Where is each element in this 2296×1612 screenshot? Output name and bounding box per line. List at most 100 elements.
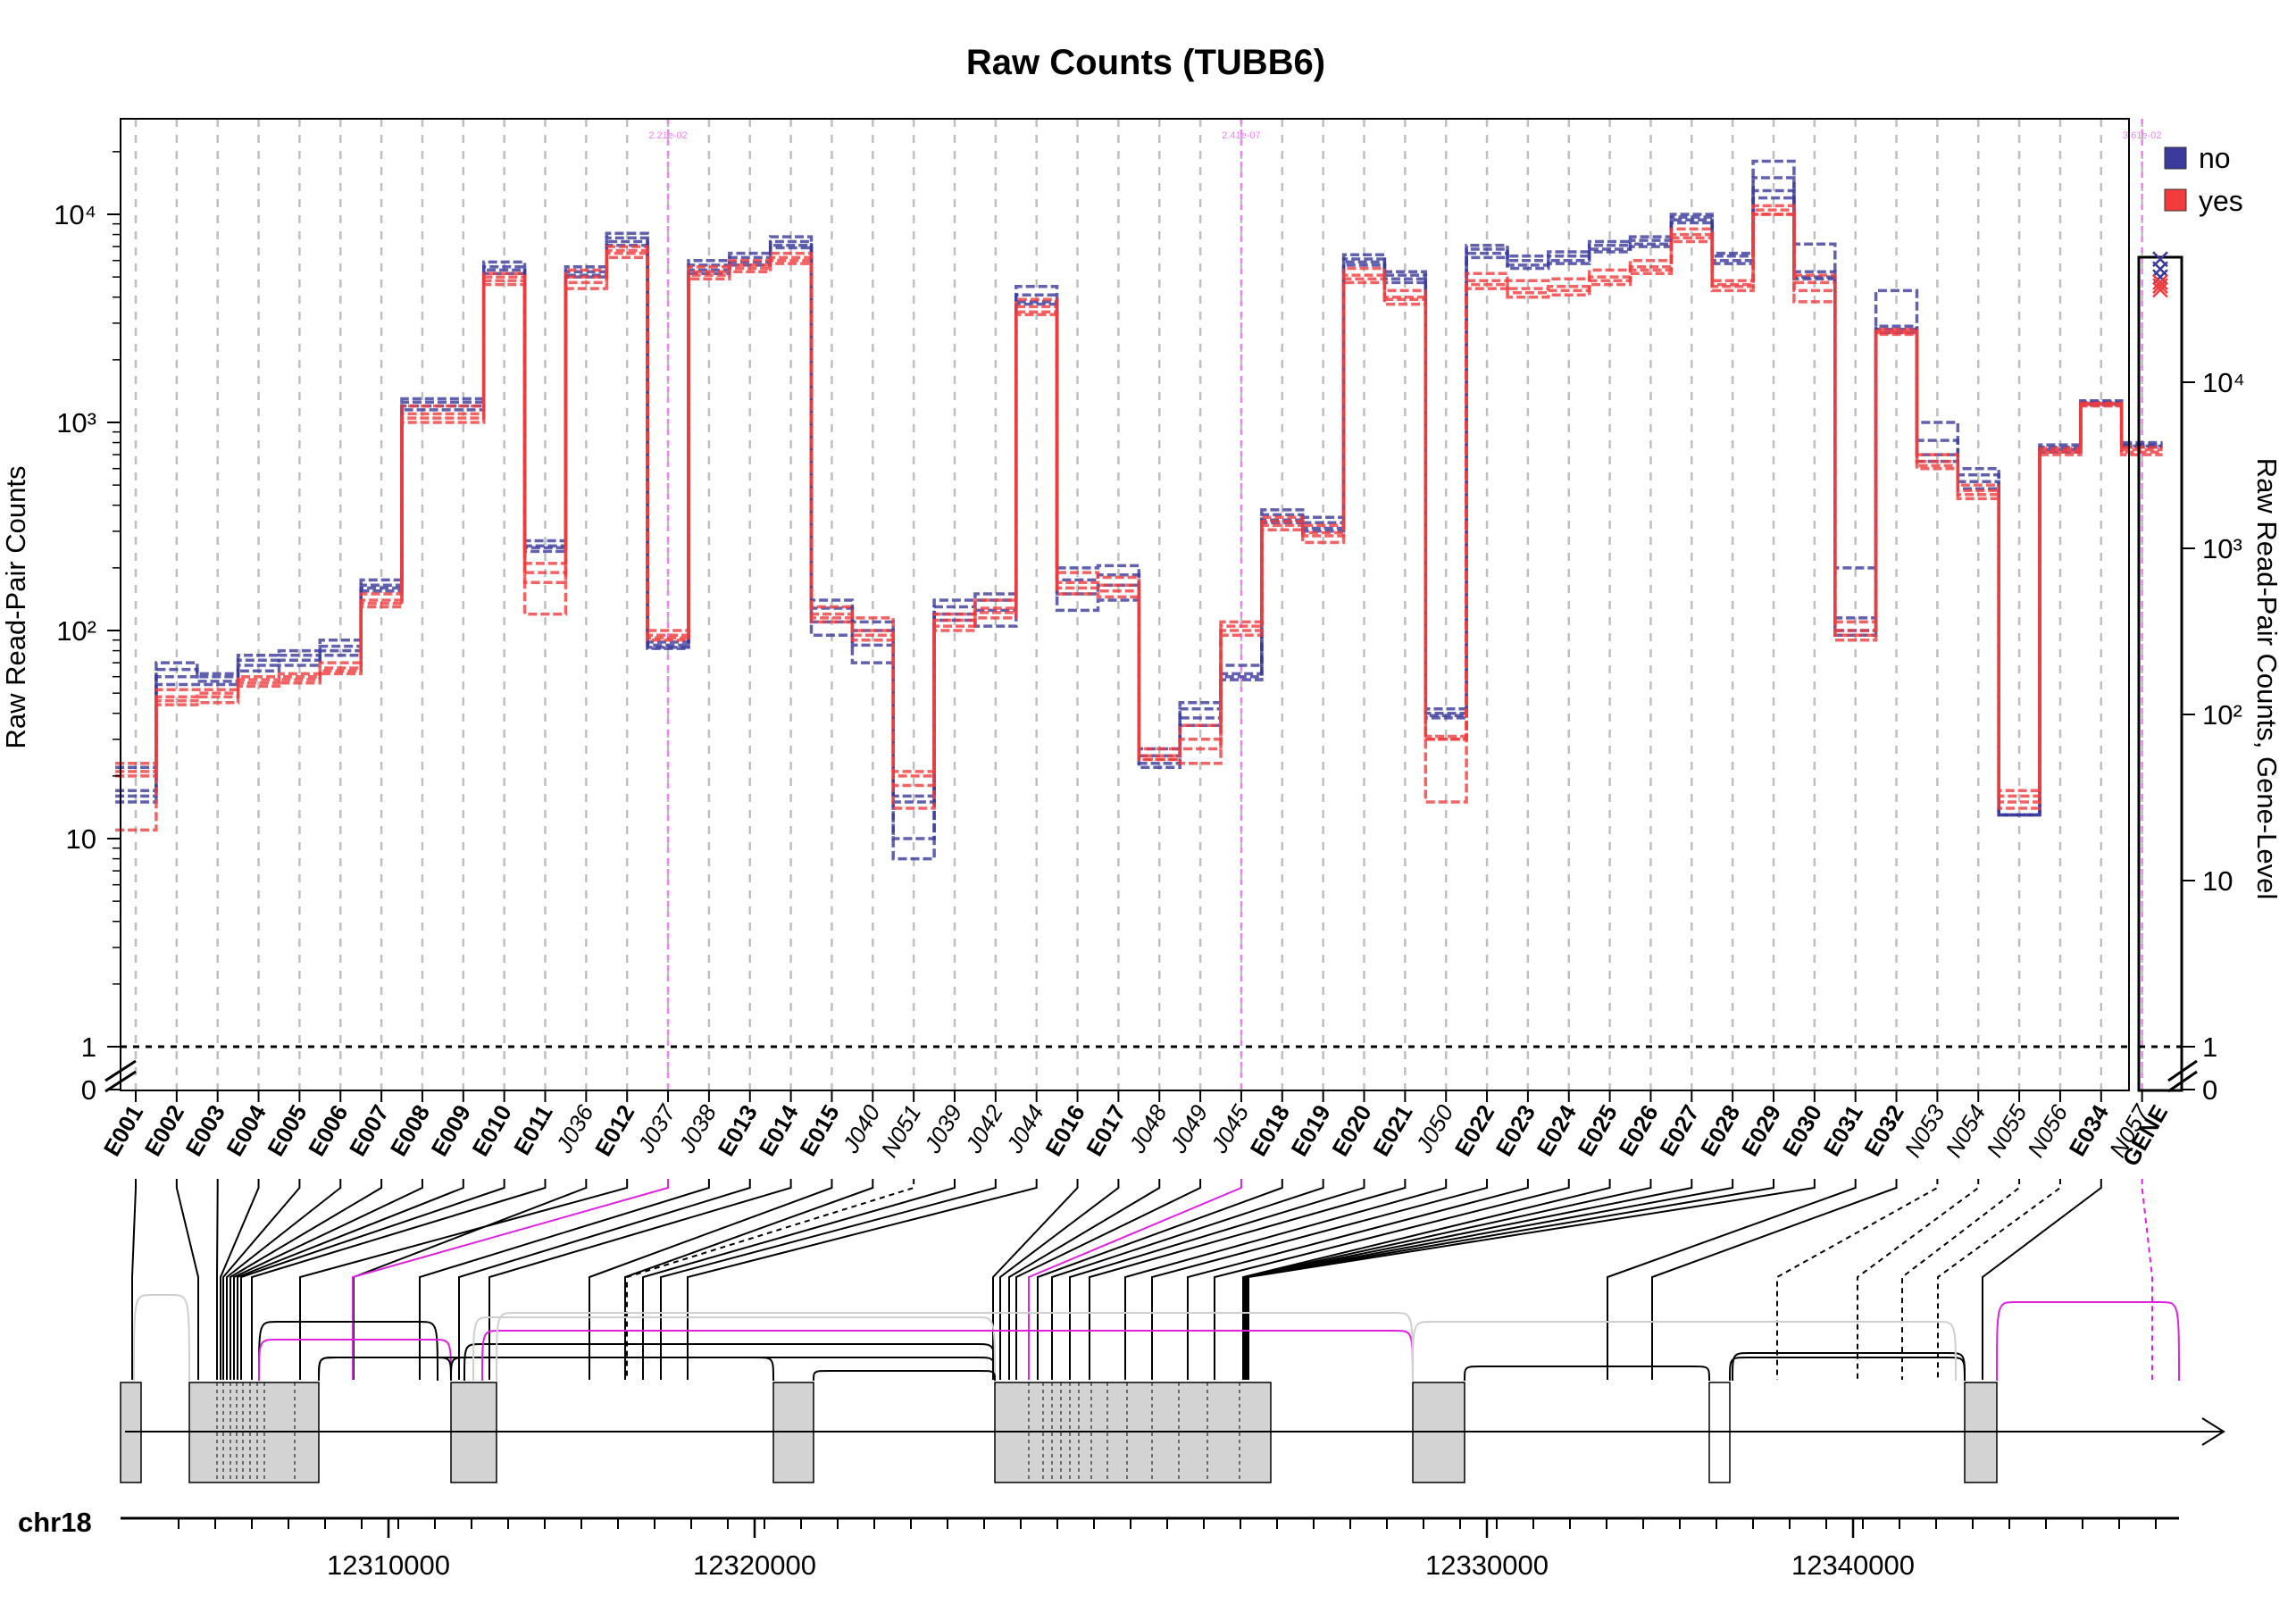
pvalue-label: 3.61e-02 [2123, 130, 2161, 141]
bin-connector [642, 1179, 956, 1380]
y-tick-label-right: 10² [2202, 699, 2242, 731]
y-tick-label-right: 10⁴ [2202, 367, 2245, 398]
legend-swatch-no [2164, 146, 2187, 170]
bin-connector [226, 1179, 342, 1380]
bin-connector [999, 1179, 1120, 1380]
bin-connector [1776, 1179, 1939, 1380]
bin-connector [251, 1179, 547, 1380]
legend-swatch-yes [2164, 188, 2187, 212]
bin-connector [1214, 1179, 1570, 1380]
bin-connector [1051, 1179, 1324, 1380]
bin-connector [1187, 1179, 1529, 1380]
gene-level-point [2152, 261, 2168, 278]
splice-arc [496, 1312, 1414, 1382]
bin-connector [626, 1179, 915, 1380]
bin-connector [1982, 1179, 2102, 1380]
splice-arc [133, 1294, 190, 1382]
bin-connector [1901, 1179, 2021, 1380]
bin-connector [222, 1179, 301, 1380]
legend-label-yes: yes [2199, 185, 2243, 217]
y-axis-label-right: Raw Read-Pair Counts, Gene-Level [2251, 458, 2283, 900]
main-plot-frame [120, 118, 2130, 1091]
bin-connector [1857, 1179, 1980, 1380]
strand-arrow [2201, 1417, 2225, 1446]
chromosome-label: chr18 [18, 1507, 92, 1538]
genomic-tick-label: 12310000 [327, 1549, 450, 1581]
splice-arc [1412, 1321, 1957, 1382]
splice-arc [1464, 1366, 1710, 1382]
y-tick-label-right: 10³ [2202, 533, 2242, 564]
gene-level-frame [2137, 255, 2183, 1092]
series-line-no [115, 196, 2163, 817]
pvalue-label: 2.21e-02 [648, 130, 687, 141]
y-tick-label: 1 [81, 1032, 96, 1063]
y-tick-label-right: 10 [2202, 865, 2233, 897]
y-tick-label: 10⁴ [54, 199, 96, 230]
bin-connector [1607, 1179, 1857, 1380]
bin-connector [230, 1179, 383, 1380]
bin-connector [660, 1179, 997, 1380]
axis-break-right [2167, 1059, 2198, 1093]
bin-connector [1028, 1179, 1242, 1380]
splice-arc [258, 1339, 452, 1382]
axis-break-left [104, 1059, 137, 1093]
bin-connectors [131, 1179, 2153, 1380]
genomic-tick-label: 12330000 [1425, 1549, 1549, 1581]
splice-arc [258, 1321, 438, 1382]
y-tick-label-right: 0 [2202, 1074, 2217, 1106]
splice-arc [1732, 1352, 1966, 1382]
series-line-yes [115, 204, 2163, 793]
genomic-tick-label: 12320000 [693, 1549, 816, 1581]
y-axis-label: Raw Read-Pair Counts [0, 465, 31, 748]
bin-connector [1937, 1179, 2061, 1380]
bin-grid [134, 119, 2143, 1090]
y-axis-right: 0 1 10 10² 10³ 10⁴ [2182, 367, 2245, 1106]
splice-arc [813, 1370, 996, 1382]
bin-connector [1651, 1179, 1898, 1380]
gene-level-point [2152, 278, 2168, 295]
series-lines [115, 159, 2163, 861]
y-tick-label: 10² [56, 615, 96, 647]
bin-connector [1248, 1179, 1816, 1380]
bin-connector [1008, 1179, 1161, 1380]
bin-connector [1089, 1179, 1407, 1380]
bin-connector [1015, 1179, 1202, 1380]
pvalue-label: 2.41e-07 [1222, 130, 1260, 141]
y-axis-left: 0 1 10 10² 10³ 10⁴ [54, 151, 121, 1106]
bin-connector [216, 1179, 219, 1380]
y-tick-label: 0 [81, 1074, 96, 1106]
legend-label-no: no [2199, 142, 2231, 174]
bin-connector [220, 1179, 260, 1380]
genomic-tick-label: 12340000 [1791, 1549, 1915, 1581]
legend: no yes [2164, 142, 2243, 217]
significance-markers: 2.21e-02 2.41e-07 3.61e-02 [648, 119, 2161, 1090]
bin-connector [233, 1179, 423, 1380]
y-tick-label-right: 1 [2202, 1032, 2217, 1063]
series-line-yes [115, 213, 2163, 832]
bin-connector [1037, 1179, 1283, 1380]
y-tick-label: 10 [66, 823, 96, 855]
bin-connector [624, 1179, 874, 1380]
bin-connector [419, 1179, 710, 1380]
bin-connector [299, 1179, 629, 1380]
gene-level-point [2152, 274, 2168, 290]
splice-arc [1996, 1301, 2180, 1382]
bin-connector [589, 1179, 833, 1380]
bin-connector [488, 1179, 792, 1380]
gene-level-point [2152, 281, 2168, 298]
bin-connector [1246, 1179, 1774, 1380]
chart-title: Raw Counts (TUBB6) [966, 43, 1325, 82]
y-tick-label: 10³ [56, 407, 96, 438]
bin-connector [352, 1179, 670, 1380]
bin-connector [1124, 1179, 1448, 1380]
bin-connector [175, 1179, 199, 1380]
bin-connector [687, 1179, 1038, 1380]
bin-connector [1069, 1179, 1365, 1380]
genomic-ticks: 12310000 12320000 12330000 12340000 [178, 1518, 2157, 1581]
bin-connector [1151, 1179, 1489, 1380]
bin-connector [237, 1179, 464, 1380]
bin-connector [240, 1179, 505, 1380]
bin-connector [458, 1179, 751, 1380]
